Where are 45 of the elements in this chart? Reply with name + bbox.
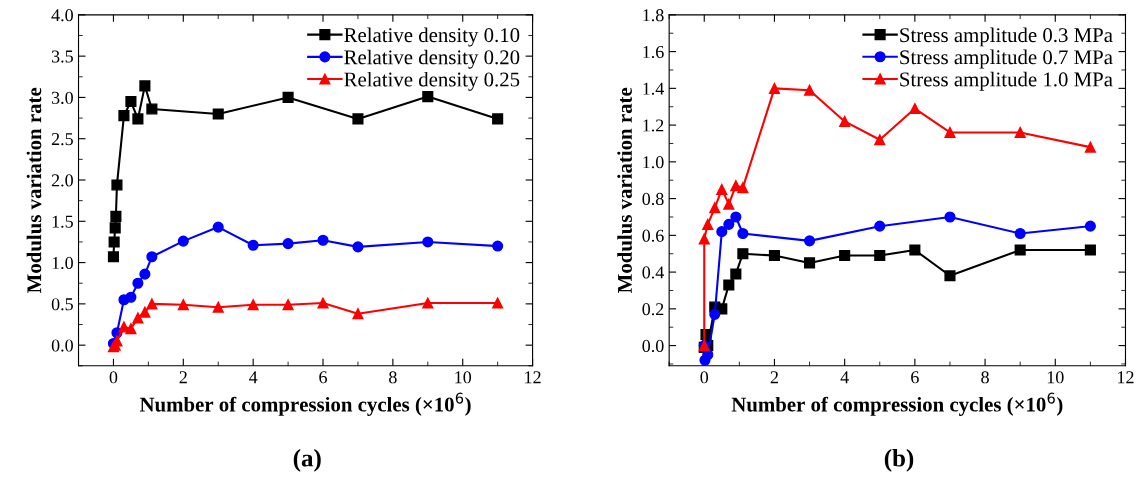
x-tick-label: 10 (1047, 371, 1064, 384)
x-tick-label: 6 (911, 371, 919, 384)
legend-label: Stress amplitude 0.3 MPa (900, 27, 1113, 47)
legend-label: Stress amplitude 0.7 MPa (900, 49, 1113, 69)
x-axis-title: Number of compression cycles (×10$^{6}$) (731, 392, 1063, 416)
y-tick-label: 0.6 (642, 229, 664, 242)
x-tick-label: 4 (249, 371, 258, 384)
y-tick-label: 0.4 (642, 266, 664, 279)
x-tick-label: 4 (840, 371, 849, 384)
legend-label: Relative density 0.20 (344, 49, 520, 69)
legend-label: Relative density 0.25 (344, 71, 520, 91)
x-axis-title: Number of compression cycles (×10$^{6}$) (139, 392, 471, 416)
text: (a) (293, 449, 321, 472)
y-tick-label: 0.8 (642, 192, 664, 206)
y-tick-label: 1.6 (643, 45, 664, 59)
x-tick-label: 8 (981, 371, 989, 384)
y-axis-title: Modulus variation rate (26, 87, 42, 293)
y-tick-label: 0.0 (51, 339, 73, 352)
y-tick-label: 3.5 (51, 50, 73, 63)
y-tick-label: 1.0 (643, 156, 664, 169)
x-tick-label: 6 (319, 371, 327, 384)
x-tick-label: 12 (525, 371, 541, 384)
y-tick-label: 0.5 (51, 298, 73, 311)
legend-label: Stress amplitude 1.0 MPa (900, 71, 1113, 91)
text: (b) (884, 449, 914, 472)
x-tick-label: 0 (109, 371, 118, 384)
y-tick-label: 1.8 (643, 9, 664, 22)
y-tick-label: 2.5 (51, 133, 73, 146)
x-tick-label: 8 (389, 371, 397, 384)
x-tick-label: 2 (770, 371, 778, 384)
y-tick-label: 3.0 (51, 91, 73, 104)
y-tick-label: 1.4 (643, 82, 664, 95)
y-tick-label: 2.0 (51, 174, 73, 187)
x-tick-label: 2 (179, 371, 187, 384)
y-tick-label: 1.5 (52, 215, 73, 228)
y-tick-label: 4.0 (51, 9, 73, 22)
y-tick-label: 0.0 (642, 339, 664, 353)
y-axis-title: Modulus variation rate (617, 87, 632, 293)
y-tick-label: 1.0 (52, 256, 73, 270)
y-tick-label: 0.2 (642, 303, 664, 316)
x-tick-label: 12 (1118, 371, 1134, 384)
y-tick-label: 1.2 (643, 119, 664, 132)
x-tick-label: 0 (700, 371, 709, 384)
x-tick-label: 10 (455, 371, 472, 384)
legend-label: Relative density 0.10 (344, 27, 520, 47)
